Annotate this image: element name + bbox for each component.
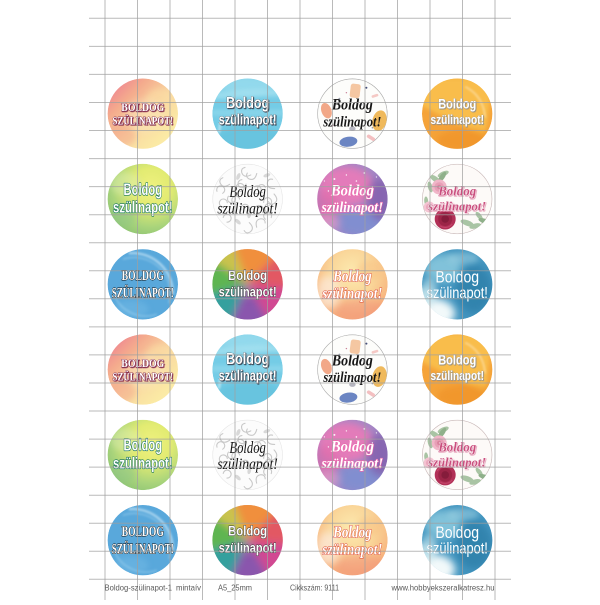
svg-text:Boldog-szülinapot-1: Boldog-szülinapot-1 bbox=[105, 583, 173, 592]
svg-text:www.hobbyekszeralkatresz.hu: www.hobbyekszeralkatresz.hu bbox=[391, 583, 495, 592]
svg-text:A5_25mm: A5_25mm bbox=[218, 583, 252, 592]
svg-text:mintaív: mintaív bbox=[176, 583, 202, 592]
svg-text:Cikkszám: 9111: Cikkszám: 9111 bbox=[290, 583, 339, 592]
